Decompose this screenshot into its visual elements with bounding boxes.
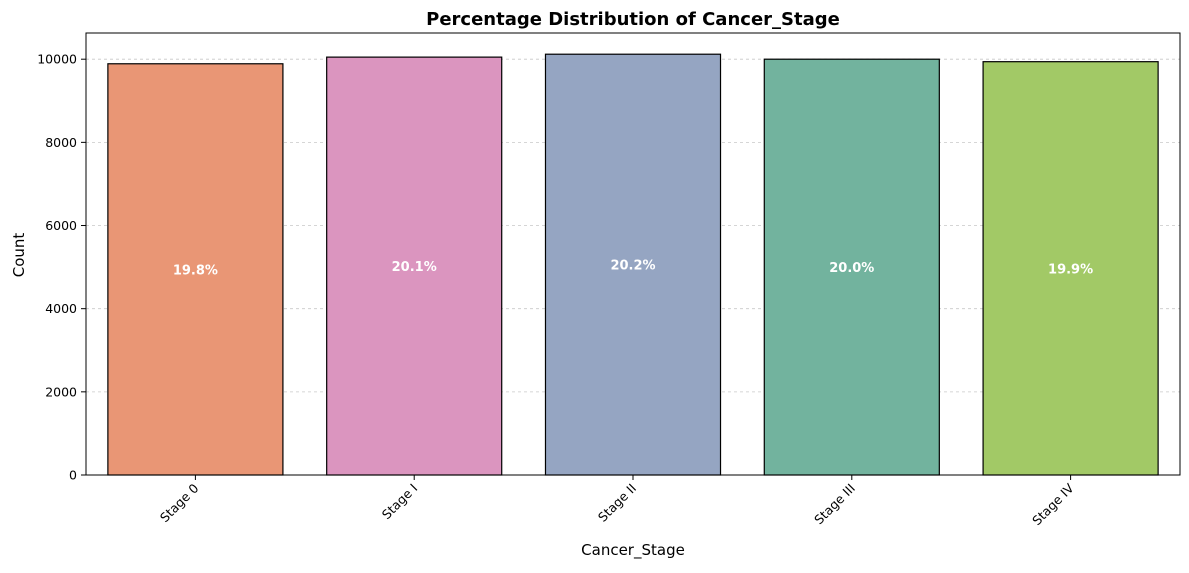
x-tick-label: Stage III [811, 481, 858, 528]
data-labels: 19.8% 20.1% 20.2% 20.0% 19.9% [173, 259, 1093, 279]
y-tick-label: 8000 [45, 135, 77, 150]
x-axis-label: Cancer_Stage [581, 541, 685, 560]
data-label: 20.0% [829, 261, 874, 276]
x-tick-label: Stage I [379, 481, 421, 523]
y-tick-label: 10000 [37, 52, 77, 67]
chart-title: Percentage Distribution of Cancer_Stage [426, 9, 840, 30]
plot-frame [85, 32, 1181, 476]
data-label: 20.2% [610, 259, 655, 274]
y-tick-label: 6000 [45, 218, 77, 233]
x-tick-label: Stage II [595, 481, 639, 525]
bar-stage-iv [982, 61, 1159, 476]
x-tick-label: Stage IV [1029, 480, 1077, 528]
data-label: 20.1% [392, 260, 437, 275]
data-label: 19.8% [173, 263, 218, 278]
bars [107, 53, 1159, 476]
y-tick-label: 4000 [45, 301, 77, 316]
bar-stage-ii [544, 53, 722, 476]
bar-stage-iii [763, 58, 940, 476]
bar-stage-0 [107, 63, 284, 476]
y-tick-label: 0 [69, 468, 77, 483]
x-tick-label: Stage 0 [157, 480, 202, 525]
y-axis-label: Count [10, 233, 28, 278]
y-tick-label: 2000 [45, 384, 77, 399]
data-label: 19.9% [1048, 262, 1093, 277]
